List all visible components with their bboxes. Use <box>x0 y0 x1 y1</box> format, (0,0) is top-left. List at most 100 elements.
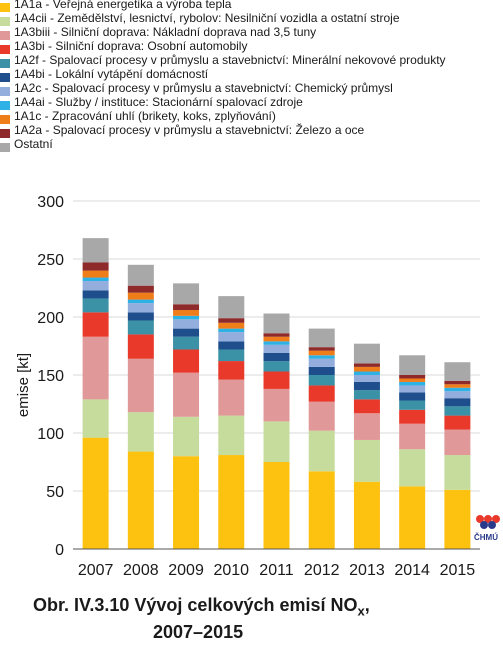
bar-segment <box>444 384 471 388</box>
legend-label: 1A1c - Zpracování uhlí (brikety, koks, z… <box>14 109 276 123</box>
y-tick-label: 0 <box>55 542 64 559</box>
bar-segment <box>127 320 154 335</box>
bar-segment <box>218 332 245 342</box>
bar-segment <box>353 439 380 482</box>
legend-swatch <box>0 31 10 40</box>
bar-segment <box>127 412 154 452</box>
legend-label: 1A2a - Spalovací procesy v průmyslu a st… <box>14 123 365 137</box>
bar-segment <box>127 451 154 549</box>
legend-swatch <box>0 73 10 82</box>
bar-segment <box>173 283 200 305</box>
bar-segment <box>218 296 245 319</box>
legend-item: 1A3biii - Silniční doprava: Nákladní dop… <box>0 25 503 42</box>
bar-segment <box>263 462 290 549</box>
bar-segment <box>82 281 109 291</box>
x-tick-label: 2012 <box>304 562 340 579</box>
legend-label: 1A4bi - Lokální vytápění domácností <box>14 67 209 81</box>
y-tick-label: 50 <box>46 484 64 501</box>
bar-segment <box>263 352 290 362</box>
bar-segment <box>444 406 471 416</box>
legend-swatch <box>0 87 10 96</box>
bar-segment <box>399 385 426 393</box>
bar-segment <box>353 381 380 391</box>
x-tick-label: 2013 <box>349 562 385 579</box>
bar-segment <box>218 361 245 380</box>
y-axis-title: emise [kt] <box>15 353 32 417</box>
legend-label: 1A3biii - Silniční doprava: Nákladní dop… <box>14 25 317 39</box>
bar-segment <box>263 421 290 462</box>
legend-item: 1A3bi - Silniční doprava: Osobní automob… <box>0 39 503 56</box>
legend-item: 1A2f - Spalovací procesy v průmyslu a st… <box>0 53 503 70</box>
legend-item: 1A1c - Zpracování uhlí (brikety, koks, z… <box>0 109 503 126</box>
bar-segment <box>263 388 290 422</box>
bar-segment <box>353 366 380 372</box>
bar-segment <box>127 303 154 313</box>
bar-segment <box>308 401 335 431</box>
bar-segment <box>218 341 245 350</box>
bar-segment <box>173 372 200 417</box>
bar-segment <box>308 358 335 367</box>
bar-segment <box>82 437 109 549</box>
bar-segment <box>444 455 471 490</box>
y-tick-label: 300 <box>37 194 64 211</box>
bar-segment <box>353 375 380 382</box>
caption-subscript: x <box>357 603 365 619</box>
bar-segment <box>444 415 471 430</box>
bar-segment <box>127 299 154 304</box>
legend-item: 1A4ai - Služby / instituce: Stacionární … <box>0 95 503 112</box>
bar-segment <box>263 371 290 389</box>
bar-segment <box>218 322 245 329</box>
bar-segment <box>218 455 245 549</box>
bar-segment <box>82 262 109 271</box>
bar-segment <box>399 392 426 401</box>
bar-segment <box>127 334 154 359</box>
bar-segment <box>263 361 290 372</box>
bar-segment <box>353 481 380 549</box>
bar-segment <box>399 355 426 375</box>
legend-item: Ostatní <box>0 137 503 154</box>
bar-segment <box>399 381 426 386</box>
bar-segment <box>308 350 335 356</box>
caption-main: Obr. IV.3.10 Vývoj celkových emisí NO <box>33 595 358 615</box>
legend-swatch <box>0 143 10 152</box>
bar-segment <box>399 400 426 410</box>
bar-segment <box>308 471 335 549</box>
bar-segment <box>263 344 290 353</box>
bar-segment <box>82 277 109 282</box>
bar-segment <box>127 285 154 293</box>
bar-segment <box>173 319 200 329</box>
bar-segment <box>127 264 154 286</box>
bar-segment <box>444 489 471 549</box>
figure-caption: Obr. IV.3.10 Vývoj celkových emisí NOx, … <box>33 595 370 642</box>
bar-segment <box>399 423 426 450</box>
legend-item: 1A4cii - Zemědělství, lesnictví, rybolov… <box>0 11 503 28</box>
bar-segment <box>173 315 200 320</box>
x-tick-label: 2009 <box>168 562 204 579</box>
y-tick-label: 100 <box>37 426 64 443</box>
bar-segment <box>353 371 380 375</box>
x-tick-label: 2008 <box>123 562 159 579</box>
legend-label: 1A3bi - Silniční doprava: Osobní automob… <box>14 39 248 53</box>
bar-segment <box>173 349 200 373</box>
legend-item: 1A2a - Spalovací procesy v průmyslu a st… <box>0 123 503 140</box>
caption-line-1: Obr. IV.3.10 Vývoj celkových emisí NOx, <box>33 595 370 622</box>
bar-segment <box>353 363 380 367</box>
bar-segment <box>353 343 380 364</box>
y-tick-label: 200 <box>37 310 64 327</box>
bar-segment <box>308 328 335 348</box>
x-axis-ticks: 2007 2008 2009 2010 2011 2012 2013 2014 2015 <box>78 562 475 579</box>
logo-text: ČHMÚ <box>474 533 498 542</box>
bar-segment <box>82 312 109 337</box>
legend-label: 1A2f - Spalovací procesy v průmyslu a st… <box>14 53 446 67</box>
legend-swatch <box>0 101 10 110</box>
bar-segment <box>308 347 335 351</box>
legend-swatch <box>0 129 10 138</box>
bar-segment <box>263 313 290 334</box>
bar-segment <box>173 328 200 337</box>
bar-segment <box>308 355 335 359</box>
bar-segment <box>308 430 335 472</box>
legend-swatch <box>0 45 10 54</box>
legend-item: 1A1a - Veřejná energetika a výroba tepla <box>0 0 503 14</box>
bar-segment <box>218 349 245 362</box>
